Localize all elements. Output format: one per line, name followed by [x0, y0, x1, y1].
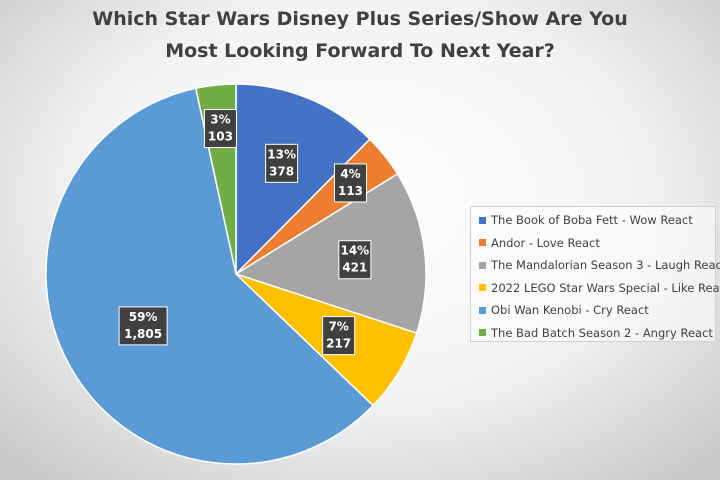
legend-swatch: [479, 284, 486, 292]
pie-slice-mandalorian: [234, 172, 427, 334]
legend-label: 2022 LEGO Star Wars Special - Like React: [491, 280, 720, 295]
chart-title-line-2: Most Looking Forward To Next Year?: [165, 40, 555, 62]
legend-label: Obi Wan Kenobi - Cry React: [491, 303, 649, 318]
data-label-box: [203, 109, 237, 149]
legend-item-obi-wan: Obi Wan Kenobi - Cry React: [479, 299, 715, 322]
data-label-value: 103: [208, 130, 233, 144]
data-label-value: 113: [338, 184, 363, 198]
data-label-obi-wan: 59% 1,805: [118, 306, 168, 346]
legend: The Book of Boba Fett - Wow React Andor -…: [470, 206, 720, 345]
data-label-value: 1,805: [124, 327, 162, 341]
data-label-percent: 4%: [340, 167, 360, 181]
data-label-box: [265, 143, 299, 183]
legend-label: Andor - Love React: [491, 235, 600, 250]
data-label-box: [118, 306, 168, 346]
data-label-value: 217: [326, 337, 351, 351]
data-label-box: [322, 316, 356, 356]
data-label-percent: 3%: [210, 113, 230, 127]
legend-item-boba-fett: The Book of Boba Fett - Wow React: [479, 209, 715, 232]
legend-item-andor: Andor - Love React: [479, 232, 715, 255]
legend-item-lego-special: 2022 LEGO Star Wars Special - Like React: [479, 277, 720, 300]
data-label-percent: 7%: [328, 320, 348, 334]
pie-slice-obi-wan: [45, 87, 375, 465]
data-label-andor: 4%113: [334, 163, 368, 203]
data-label-value: 378: [269, 164, 294, 178]
legend-swatch: [479, 261, 486, 269]
legend-swatch: [479, 216, 486, 224]
legend-item-mandalorian: The Mandalorian Season 3 - Laugh React: [479, 254, 720, 277]
data-label-box: [338, 240, 372, 280]
data-label-percent: 13%: [267, 147, 296, 161]
data-label-percent: 59%: [129, 310, 158, 324]
legend-label: The Bad Batch Season 2 - Angry React: [491, 325, 713, 340]
legend-item-bad-batch: The Bad Batch Season 2 - Angry React: [479, 322, 715, 345]
legend-swatch: [479, 239, 486, 247]
data-label-boba-fett: 13%378: [265, 143, 299, 183]
data-label-mandalorian: 14%421: [338, 240, 372, 280]
legend-label: The Book of Boba Fett - Wow React: [491, 213, 693, 228]
legend-swatch: [479, 306, 486, 314]
data-label-percent: 14%: [340, 244, 369, 258]
data-label-box: [334, 163, 368, 203]
legend-swatch: [479, 329, 486, 337]
data-label-bad-batch: 3%103: [203, 109, 237, 149]
chart-title-line-1: Which Star Wars Disney Plus Series/Show …: [92, 8, 628, 30]
data-label-value: 421: [342, 261, 367, 275]
pie-slice-boba-fett: [235, 83, 371, 276]
data-label-lego-special: 7%217: [322, 316, 356, 356]
legend-label: The Mandalorian Season 3 - Laugh React: [491, 258, 720, 273]
